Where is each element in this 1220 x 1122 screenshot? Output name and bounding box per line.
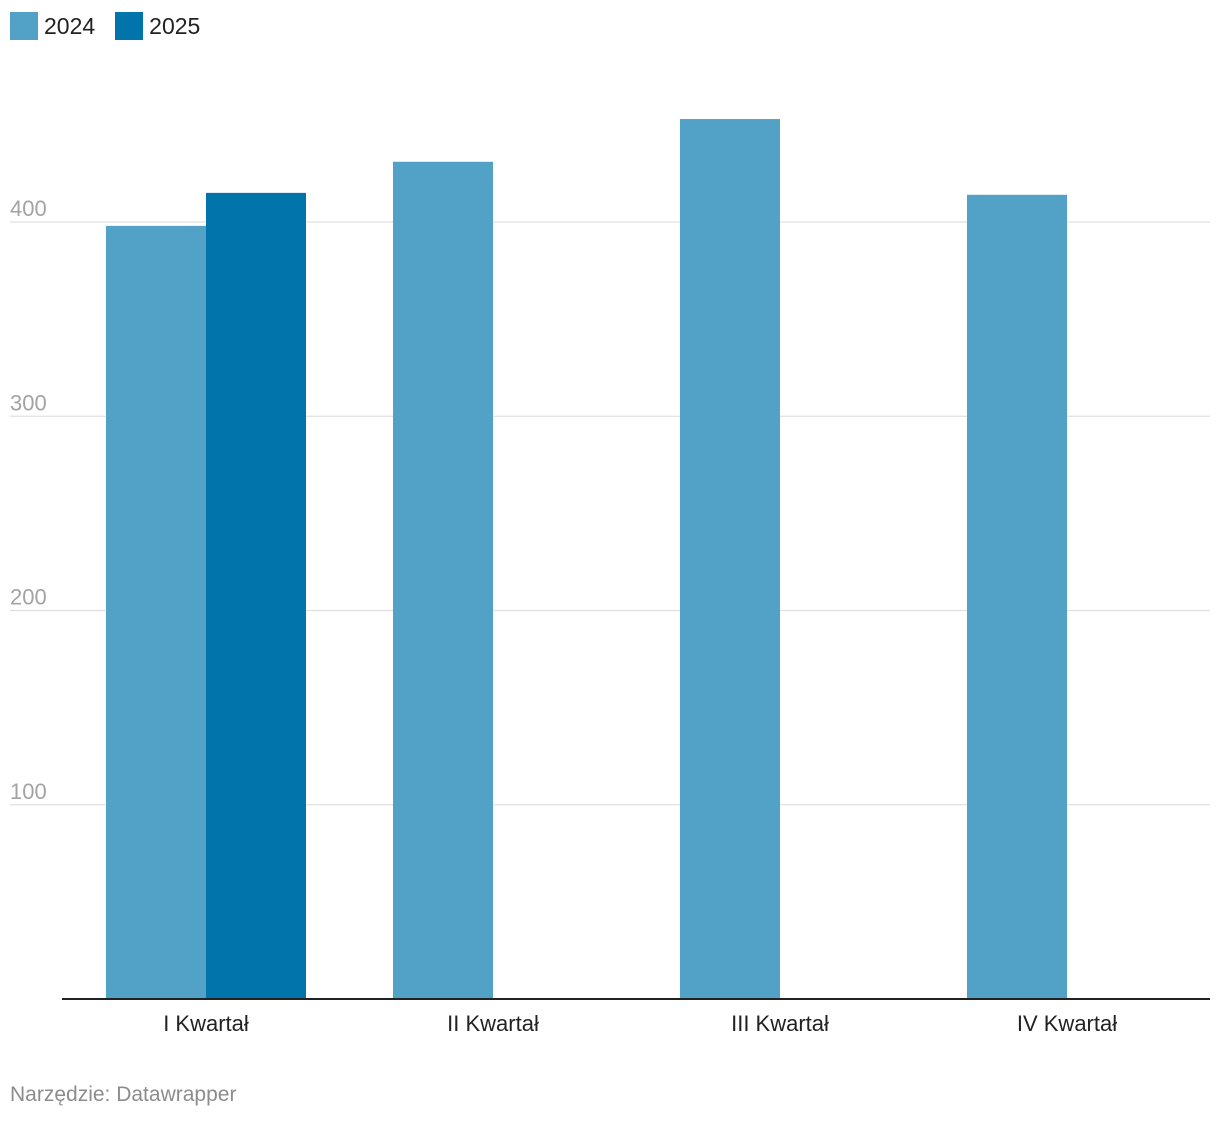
bar-2025-q1: [206, 192, 306, 1000]
legend-label-2025: 2025: [149, 12, 201, 39]
y-tick-label-100: 100: [10, 779, 47, 804]
y-tick-label-200: 200: [10, 585, 47, 610]
legend-swatch-2025: [115, 12, 144, 40]
chart-legend: 2024 2025: [10, 12, 220, 40]
y-tick-label-400: 400: [10, 196, 47, 221]
legend-item-2025: 2025: [115, 12, 200, 40]
legend-label-2024: 2024: [44, 12, 96, 39]
x-category-label-3: III Kwartał: [731, 1011, 829, 1036]
bar-2024-q2: [393, 161, 493, 1000]
legend-item-2024: 2024: [10, 12, 95, 40]
x-category-label-4: IV Kwartał: [1017, 1011, 1117, 1036]
source-credit: Narzędzie: Datawrapper: [10, 1083, 237, 1106]
bar-2024-q1: [106, 225, 206, 999]
legend-swatch-2024: [10, 12, 38, 40]
x-category-label-1: I Kwartał: [163, 1011, 249, 1036]
x-axis: I Kwartał II Kwartał III Kwartał IV Kwartał: [62, 998, 1210, 1036]
bars: [106, 119, 1067, 1000]
bar-2024-q4: [967, 194, 1067, 999]
x-category-label-2: II Kwartał: [447, 1011, 539, 1036]
bar-2024-q3: [680, 119, 780, 1000]
y-tick-label-300: 300: [10, 390, 47, 415]
